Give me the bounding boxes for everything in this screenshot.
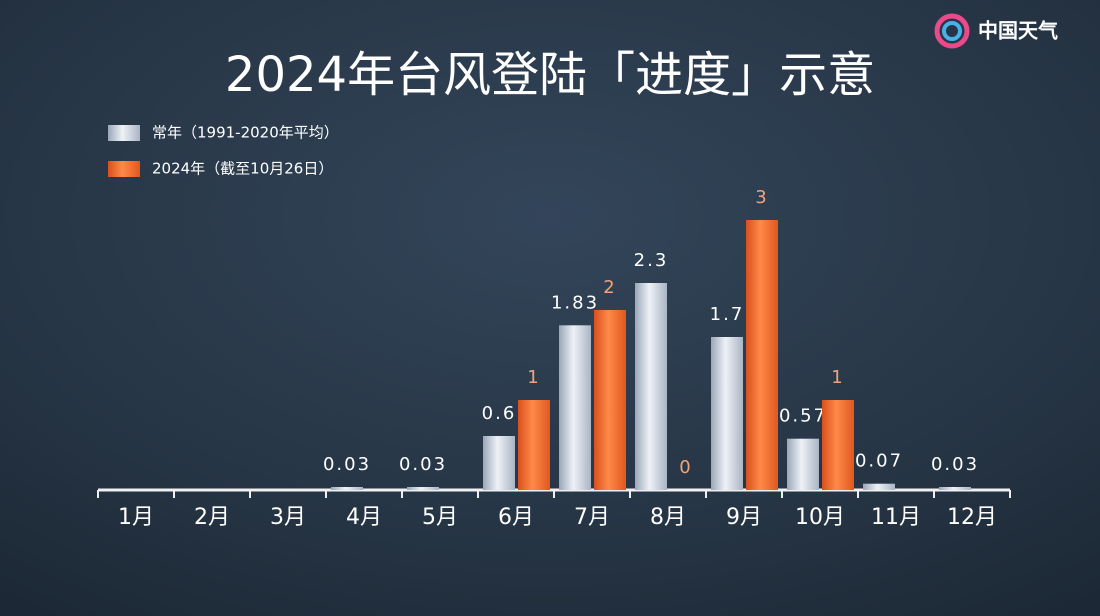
value-label: 3 <box>755 187 768 208</box>
x-tick-label: 9月 <box>726 505 762 530</box>
legend-swatch <box>108 125 140 141</box>
bar <box>331 487 363 490</box>
bar <box>863 483 895 490</box>
x-tick-label: 5月 <box>422 505 458 530</box>
value-label: 0.07 <box>855 451 903 472</box>
x-tick-label: 2月 <box>194 505 230 530</box>
x-tick-label: 11月 <box>871 505 921 530</box>
value-label: 0.03 <box>931 454 979 475</box>
legend-label: 常年（1991-2020年平均） <box>152 124 339 142</box>
bar <box>939 487 971 490</box>
bar <box>594 310 626 490</box>
bar <box>483 436 515 490</box>
x-tick-label: 3月 <box>270 505 306 530</box>
chart-title: 2024年台风登陆「进度」示意 <box>225 47 875 103</box>
value-label: 1.83 <box>551 292 599 313</box>
logo-text: 中国天气 <box>978 19 1058 43</box>
bar <box>711 337 743 490</box>
bar <box>518 400 550 490</box>
bar <box>407 487 439 490</box>
bar <box>635 283 667 490</box>
value-label: 0 <box>679 457 692 478</box>
value-label: 2.3 <box>634 250 669 271</box>
value-label: 2 <box>603 277 616 298</box>
bar <box>746 220 778 490</box>
legend-swatch <box>108 161 140 177</box>
bar <box>822 400 854 490</box>
x-tick-label: 6月 <box>498 505 534 530</box>
value-label: 0.57 <box>779 406 827 427</box>
value-label: 0.03 <box>399 454 447 475</box>
x-tick-label: 7月 <box>574 505 610 530</box>
x-tick-label: 10月 <box>795 505 845 530</box>
logo-icon <box>934 13 970 49</box>
value-label: 1 <box>527 367 540 388</box>
value-label: 0.03 <box>323 454 371 475</box>
x-tick-label: 8月 <box>650 505 686 530</box>
x-tick-label: 4月 <box>346 505 382 530</box>
x-tick-label: 12月 <box>947 505 997 530</box>
logo-icon <box>942 21 962 41</box>
value-label: 0.6 <box>482 403 517 424</box>
bar <box>787 438 819 490</box>
x-tick-label: 1月 <box>118 505 154 530</box>
logo: 中国天气 <box>934 13 1058 49</box>
legend-label: 2024年（截至10月26日） <box>152 160 333 178</box>
bar <box>559 325 591 490</box>
value-label: 1.7 <box>710 304 745 325</box>
value-label: 1 <box>831 367 844 388</box>
